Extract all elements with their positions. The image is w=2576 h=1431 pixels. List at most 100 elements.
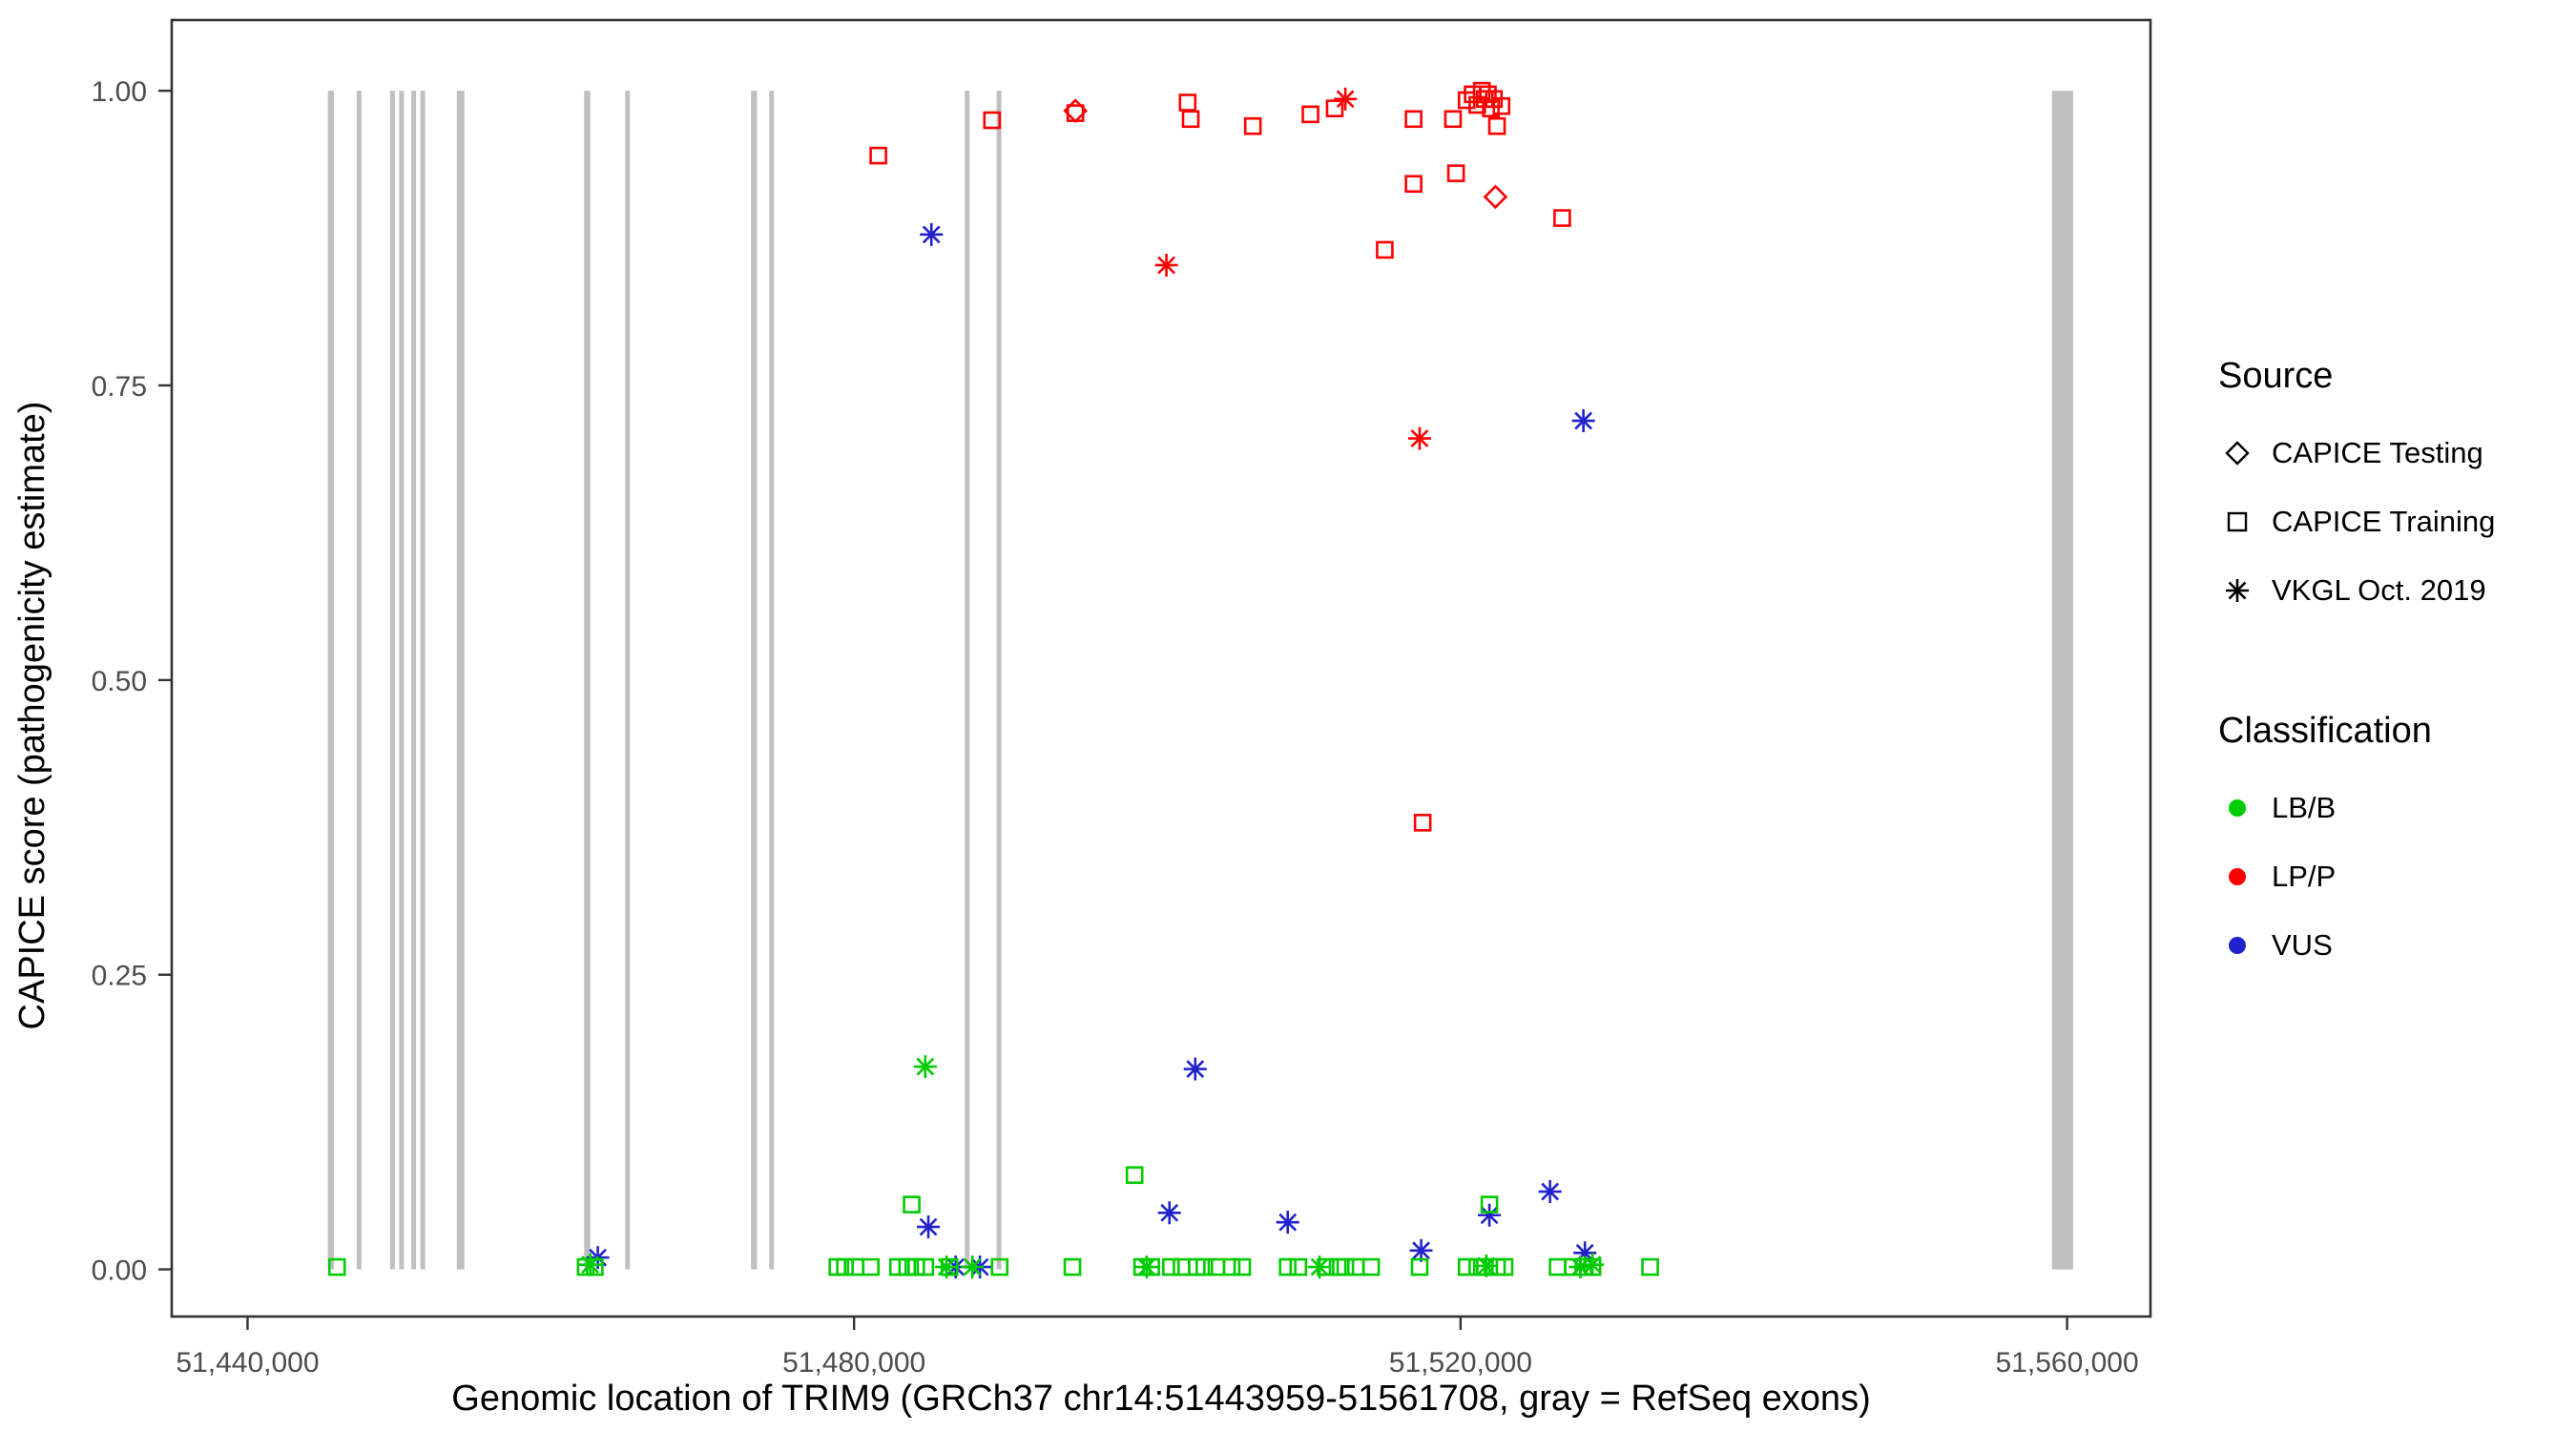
data-point-square: [1325, 99, 1344, 117]
data-point-square: [1233, 1257, 1252, 1276]
legend-item-label: VKGL Oct. 2019: [2272, 573, 2486, 607]
y-tick-label: 0.50: [92, 666, 147, 697]
x-tick-label: 51,520,000: [1389, 1347, 1532, 1379]
data-point-square: [1336, 1257, 1355, 1276]
legend-source-title: Source: [2218, 356, 2334, 396]
data-point-square: [1132, 1257, 1152, 1276]
data-point-asterisk: [1334, 87, 1358, 111]
legend-item-vus: VUS: [2218, 911, 2495, 980]
legend-item-label: LP/P: [2272, 860, 2337, 893]
data-point-square: [1278, 1257, 1298, 1276]
data-point-asterisk: [1571, 409, 1595, 433]
data-point-square: [576, 1257, 595, 1276]
refseq-exon-bar: [399, 91, 405, 1270]
legend-item-lbb: LB/B: [2218, 774, 2495, 842]
data-point-square: [1457, 1257, 1476, 1276]
data-point-asterisk: [1407, 426, 1431, 450]
data-point-square: [1574, 1257, 1592, 1276]
data-point-asterisk: [917, 1215, 941, 1239]
refseq-exon-bar: [420, 91, 426, 1270]
legend-item-label: LB/B: [2272, 791, 2337, 824]
data-point-square: [1446, 164, 1465, 182]
legend-item-label: CAPICE Testing: [2272, 436, 2483, 469]
data-point-square: [1476, 1257, 1494, 1276]
data-point-square: [1410, 1257, 1429, 1276]
legend-source-section: Source CAPICE Testing CAPICE Training: [2218, 358, 2495, 625]
legend-item-lpp: LP/P: [2218, 842, 2495, 911]
legend-item-label: CAPICE Training: [2272, 505, 2496, 538]
data-point-asterisk: [920, 222, 944, 246]
lbb-color-swatch-icon: [2229, 799, 2246, 817]
data-point-square: [903, 1195, 921, 1213]
data-point-square: [1243, 116, 1262, 135]
data-point-square: [940, 1257, 959, 1276]
y-tick-label: 0.75: [92, 371, 147, 403]
data-point-square: [327, 1257, 346, 1276]
data-point-square: [907, 1257, 925, 1276]
refseq-exon-bar: [996, 91, 1002, 1270]
data-point-square: [1376, 240, 1394, 259]
data-point-square: [1346, 1257, 1365, 1276]
data-point-square: [888, 1257, 907, 1276]
data-point-square: [1181, 110, 1200, 129]
square-key-icon: [2227, 511, 2248, 532]
data-point-square: [1476, 90, 1494, 109]
data-point-asterisk: [1183, 1057, 1207, 1081]
data-point-diamond: [1483, 184, 1508, 210]
data-point-asterisk: [1157, 1201, 1181, 1225]
data-point-square: [1317, 1257, 1335, 1276]
data-point-square: [1404, 110, 1423, 129]
data-point-square: [862, 1257, 880, 1276]
refseq-exon-bar: [356, 91, 362, 1270]
data-point-square: [1457, 91, 1476, 110]
data-point-square: [1066, 104, 1085, 122]
legend-classification-section: Classification LB/B LP/P VUS: [2218, 713, 2495, 980]
data-point-square: [1063, 1257, 1082, 1276]
y-tick-label: 0.25: [92, 961, 147, 992]
data-point-square: [1289, 1257, 1308, 1276]
data-point-square: [1222, 1257, 1241, 1276]
refseq-exon-bar: [411, 91, 417, 1270]
data-point-asterisk: [1538, 1180, 1562, 1204]
x-tick-label: 51,480,000: [782, 1347, 925, 1379]
lpp-color-swatch-icon: [2229, 868, 2246, 885]
refseq-exon-bar: [625, 91, 631, 1270]
data-point-square: [1564, 1257, 1582, 1276]
data-point-square: [1487, 116, 1506, 135]
refseq-exon-bar: [389, 91, 395, 1270]
data-point-asterisk: [913, 1055, 937, 1079]
data-point-square: [1548, 1257, 1567, 1276]
legend-item-capice-training: CAPICE Training: [2218, 487, 2495, 556]
refseq-exon-bar: [751, 91, 758, 1270]
data-point-square: [1162, 1257, 1180, 1276]
y-axis-label: CAPICE score (pathogenicity estimate): [12, 402, 52, 1030]
asterisk-key-icon: [2226, 579, 2249, 602]
panel-border: [170, 18, 2152, 1318]
data-point-square: [990, 1257, 1009, 1276]
refseq-exon-bar: [327, 91, 335, 1270]
x-tick-label: 51,440,000: [176, 1347, 319, 1379]
data-point-square: [1404, 175, 1423, 194]
data-point-asterisk: [1276, 1211, 1299, 1234]
refseq-exon-bar: [456, 91, 465, 1270]
vus-color-swatch-icon: [2229, 937, 2246, 954]
data-point-diamond: [1063, 98, 1089, 123]
refseq-exon-bar: [584, 91, 591, 1270]
refseq-exon-bar: [2051, 91, 2073, 1270]
data-point-square: [846, 1257, 865, 1276]
data-point-square: [1553, 209, 1571, 227]
data-point-square: [1480, 1195, 1499, 1213]
legend-item-label: VUS: [2272, 928, 2333, 962]
x-tick-label: 51,560,000: [1996, 1347, 2139, 1379]
data-point-square: [1583, 1257, 1602, 1276]
data-point-square: [1413, 814, 1432, 832]
data-point-square: [1495, 1257, 1514, 1276]
data-point-asterisk: [578, 1253, 602, 1276]
data-point-asterisk: [1154, 253, 1178, 277]
x-axis-label: Genomic location of TRIM9 (GRCh37 chr14:…: [451, 1379, 1870, 1419]
data-point-square: [1173, 1257, 1191, 1276]
data-point-square: [1641, 1257, 1659, 1276]
data-point-square: [586, 1257, 604, 1276]
